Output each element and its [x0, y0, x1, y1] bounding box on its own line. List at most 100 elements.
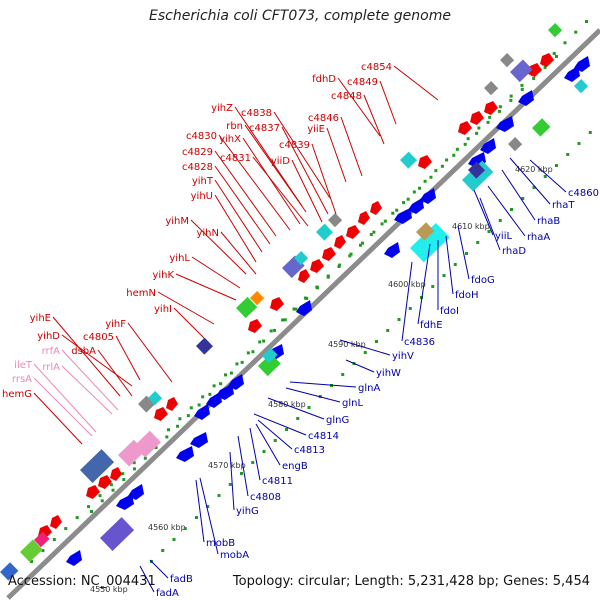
forward-gene[interactable] [248, 319, 262, 333]
reverse-gene[interactable] [128, 484, 144, 500]
reverse-gene[interactable] [116, 494, 134, 510]
forward-gene-label[interactable]: rbn [226, 121, 243, 132]
forward-gene[interactable] [322, 247, 336, 261]
reverse-gene-label[interactable]: c4860 [568, 188, 599, 199]
forward-gene[interactable] [540, 53, 554, 67]
forward-gene-label[interactable]: yihZ [211, 103, 233, 114]
forward-gene-label[interactable]: hemN [126, 288, 156, 299]
reverse-gene[interactable] [384, 242, 400, 258]
forward-gene-label[interactable]: c4848 [331, 91, 362, 102]
forward-gene-label[interactable]: c4846 [308, 113, 339, 124]
forward-gene[interactable] [484, 101, 498, 115]
reverse-gene[interactable] [496, 116, 514, 132]
reverse-gene-label[interactable]: fdoH [455, 290, 479, 301]
forward-gene-label[interactable]: fdhD [312, 74, 336, 85]
forward-gene-label[interactable]: c4839 [279, 140, 310, 151]
gene-box[interactable] [236, 296, 258, 319]
reverse-gene-label[interactable]: mobA [220, 550, 249, 561]
reverse-gene[interactable] [296, 300, 312, 316]
gene-box[interactable] [548, 23, 563, 38]
forward-gene[interactable] [458, 121, 472, 135]
gene-box[interactable] [410, 222, 450, 263]
gene-box[interactable] [484, 81, 499, 96]
forward-gene[interactable] [528, 63, 542, 77]
reverse-gene[interactable] [518, 90, 534, 106]
forward-gene-label[interactable]: yihX [219, 134, 241, 145]
forward-gene[interactable] [470, 111, 484, 125]
reverse-gene-label[interactable]: glnA [358, 383, 380, 394]
forward-gene[interactable] [298, 269, 310, 283]
reverse-gene-label[interactable]: c4808 [250, 492, 281, 503]
gene-box[interactable] [532, 118, 551, 137]
reverse-gene-label[interactable]: c4811 [262, 476, 293, 487]
gene-box[interactable] [100, 517, 135, 551]
forward-gene-label[interactable]: c4837 [249, 123, 280, 134]
forward-gene-label[interactable]: yihK [152, 270, 174, 281]
forward-gene-label[interactable]: c4805 [83, 332, 114, 343]
reverse-gene-label[interactable]: rhaA [527, 232, 550, 243]
gene-box[interactable] [316, 223, 333, 241]
rna-gene-label[interactable]: ileT [14, 360, 33, 371]
forward-gene-label[interactable]: yihU [191, 191, 213, 202]
forward-gene-label[interactable]: c4828 [182, 162, 213, 173]
reverse-gene[interactable] [66, 550, 82, 566]
forward-gene-label[interactable]: c4829 [182, 147, 213, 158]
gene-box[interactable] [262, 347, 278, 364]
forward-gene[interactable] [86, 485, 100, 499]
gene-box[interactable] [249, 291, 265, 306]
forward-gene[interactable] [154, 407, 168, 421]
reverse-gene[interactable] [564, 66, 580, 82]
reverse-gene-label[interactable]: c4813 [294, 445, 325, 456]
forward-gene[interactable] [334, 235, 346, 249]
gene-box[interactable] [0, 562, 19, 581]
reverse-gene-label[interactable]: rhaD [502, 246, 526, 257]
reverse-gene[interactable] [480, 138, 496, 154]
forward-gene[interactable] [110, 467, 122, 481]
reverse-gene-label[interactable]: rhaT [552, 200, 575, 211]
reverse-gene[interactable] [574, 56, 590, 72]
reverse-gene[interactable] [206, 392, 222, 408]
rrna-block[interactable] [134, 430, 161, 458]
forward-gene-label[interactable]: hemG [2, 389, 32, 400]
rna-gene-label[interactable]: rrlA [42, 362, 60, 373]
reverse-gene-label[interactable]: fdoG [471, 275, 495, 286]
forward-gene[interactable] [270, 297, 284, 311]
reverse-gene-label[interactable]: fdhE [420, 320, 443, 331]
forward-gene-label[interactable]: c4838 [241, 108, 272, 119]
rrn-block[interactable] [79, 449, 115, 483]
forward-gene-label[interactable]: yihD [37, 331, 60, 342]
reverse-gene-label[interactable]: c4836 [404, 337, 435, 348]
reverse-gene[interactable] [176, 446, 194, 462]
reverse-gene[interactable] [190, 432, 208, 448]
reverse-gene-label[interactable]: yiiL [495, 231, 512, 242]
forward-gene[interactable] [370, 201, 382, 215]
reverse-gene[interactable] [228, 374, 244, 390]
forward-gene-label[interactable]: yihN [196, 228, 219, 239]
forward-gene-label[interactable]: yiiD [271, 156, 290, 167]
reverse-gene-label[interactable]: glnL [342, 398, 363, 409]
forward-gene[interactable] [310, 259, 324, 273]
reverse-gene-label[interactable]: yihW [376, 368, 401, 379]
gene-box[interactable] [327, 213, 343, 228]
reverse-gene-label[interactable]: fdoI [440, 306, 459, 317]
reverse-gene-label[interactable]: fadA [156, 588, 179, 599]
forward-gene-label[interactable]: c4830 [186, 131, 217, 142]
rna-gene-label[interactable]: rrfA [42, 346, 61, 357]
gene-box[interactable] [294, 251, 309, 266]
forward-gene-label[interactable]: yihE [30, 313, 51, 324]
gene-box[interactable] [147, 391, 163, 406]
reverse-gene-label[interactable]: engB [282, 461, 308, 472]
forward-gene-label[interactable]: c4849 [347, 77, 378, 88]
forward-gene-label[interactable]: yihF [105, 319, 126, 330]
forward-gene[interactable] [166, 397, 178, 411]
reverse-gene-label[interactable]: c4814 [308, 431, 339, 442]
rna-gene-label[interactable]: rrsA [12, 374, 32, 385]
reverse-gene[interactable] [194, 404, 210, 420]
reverse-gene-label[interactable]: yihV [392, 351, 414, 362]
gene-box[interactable] [574, 79, 589, 94]
reverse-gene-label[interactable]: glnG [326, 415, 349, 426]
gene-box[interactable] [507, 137, 523, 152]
gene-box[interactable] [20, 539, 43, 563]
reverse-gene[interactable] [420, 188, 436, 204]
gene-box[interactable] [510, 59, 533, 83]
